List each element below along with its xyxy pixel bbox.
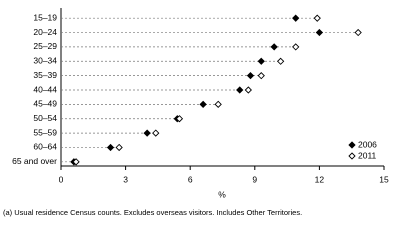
- y-tick-label: 50–54: [33, 113, 57, 123]
- y-tick-label: 55–59: [33, 127, 57, 137]
- footnote: (a) Usual residence Census counts. Exclu…: [3, 208, 302, 217]
- y-tick-label: 30–34: [33, 56, 57, 66]
- dot: [354, 28, 362, 37]
- y-tick-label: 35–39: [33, 70, 57, 80]
- x-tick-label: 3: [123, 174, 128, 184]
- legend-label: 2006: [358, 139, 377, 149]
- y-tick-label: 20–24: [33, 27, 57, 37]
- y-tick-label: 25–29: [33, 41, 57, 51]
- dot: [72, 158, 80, 166]
- dot: [270, 43, 278, 51]
- dot: [199, 100, 207, 109]
- dot: [214, 100, 222, 109]
- dot: [175, 115, 184, 123]
- dot: [143, 129, 151, 137]
- x-tick-label: 0: [59, 174, 64, 184]
- dot: [313, 14, 321, 22]
- dot: [236, 86, 244, 94]
- dot: [257, 57, 265, 65]
- x-tick-label: 9: [252, 174, 257, 184]
- x-tick-label: 15: [379, 174, 389, 184]
- dot: [115, 143, 123, 152]
- legend-label: 2011: [358, 150, 377, 160]
- y-tick-label: 45–49: [33, 99, 57, 109]
- dot: [106, 143, 115, 152]
- x-tick-label: 6: [188, 174, 193, 184]
- chart: % (a) Usual residence Census counts. Exc…: [3, 8, 389, 217]
- dot: [244, 86, 252, 94]
- x-tick-label: 12: [315, 174, 325, 184]
- dot: [152, 129, 160, 137]
- y-tick-label: 65 and over: [12, 156, 57, 166]
- x-axis-label: %: [218, 189, 226, 199]
- y-tick-label: 60–64: [33, 142, 57, 152]
- legend-marker: [348, 141, 356, 149]
- dot: [246, 72, 255, 80]
- dot: [292, 14, 300, 22]
- legend-marker: [348, 152, 356, 160]
- dot: [292, 43, 300, 51]
- dot: [315, 28, 324, 37]
- dot: [277, 57, 285, 65]
- y-tick-label: 40–44: [33, 84, 57, 94]
- dot: [257, 72, 265, 80]
- y-tick-label: 15–19: [33, 12, 57, 22]
